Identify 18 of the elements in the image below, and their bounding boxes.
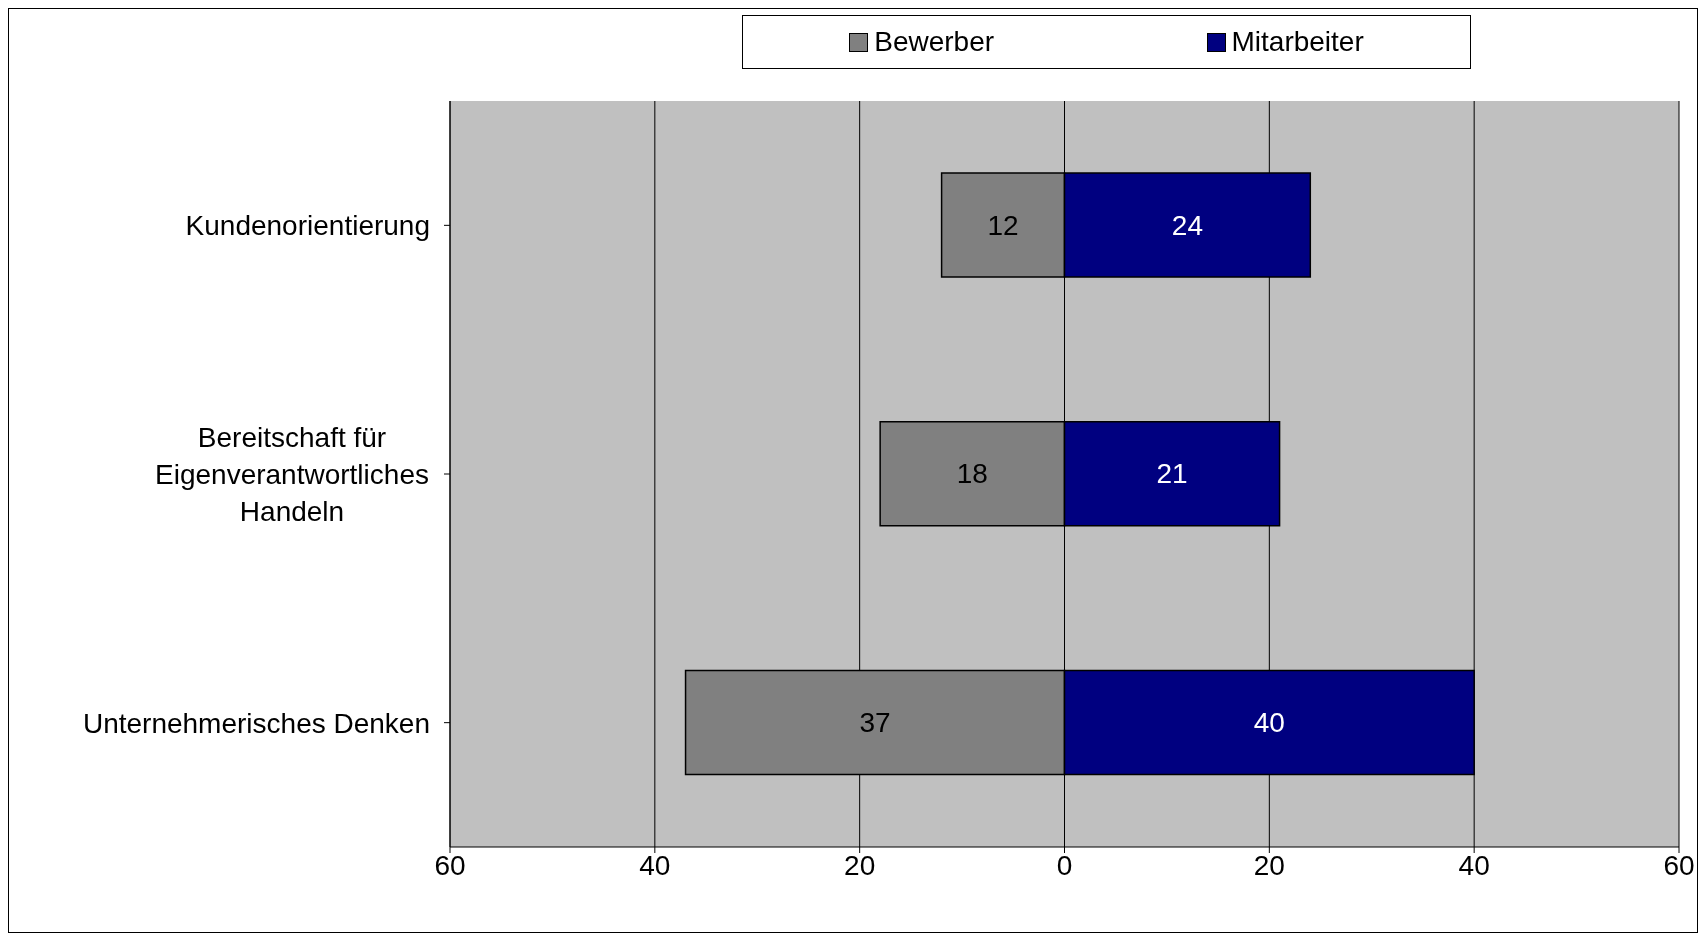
data-label: 18 [956, 458, 988, 490]
data-label: 40 [1253, 706, 1285, 738]
x-tick-label: 40 [639, 849, 671, 881]
x-tick-label: 40 [1458, 849, 1490, 881]
y-tick-label: Bereitschaft für Eigenverantwortliches Handeln [155, 421, 429, 527]
x-tick-label: 60 [434, 849, 466, 881]
y-tick-label: Kundenorientierung [185, 209, 430, 241]
data-label: 21 [1156, 458, 1188, 490]
x-tick-label: 20 [844, 849, 876, 881]
x-tick-label: 0 [1056, 849, 1073, 881]
y-tick-label: Unternehmerisches Denken [82, 707, 430, 739]
legend-label: Bewerber [874, 26, 995, 58]
data-label: 24 [1171, 209, 1203, 241]
data-label: 37 [859, 706, 891, 738]
legend-label: Mitarbeiter [1231, 26, 1364, 58]
x-tick-label: 60 [1663, 849, 1695, 881]
x-tick-label: 20 [1253, 849, 1285, 881]
data-label: 12 [987, 209, 1019, 241]
